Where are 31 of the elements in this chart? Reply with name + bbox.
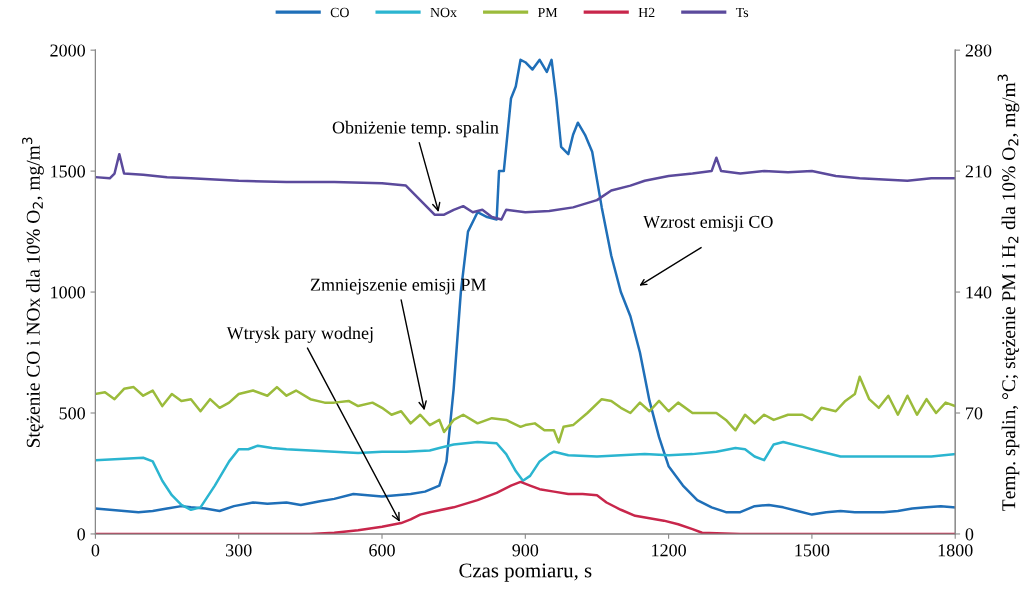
line-series xyxy=(95,375,956,444)
x-tick-label: 600 xyxy=(369,544,395,557)
y-tick-label: 2000 xyxy=(50,44,86,57)
legend-label: PM xyxy=(537,7,558,17)
line-series xyxy=(95,440,956,512)
legend-label: H2 xyxy=(638,7,655,17)
x-tick-label: 1200 xyxy=(652,544,686,557)
annotation: Wtrysk pary wodnej xyxy=(226,326,373,343)
y2-axis-title: Temp. spalin, °C; stężenie PM i H$_{2}$ dla 10% O$_{2}$, mg/m$^{3}$ xyxy=(997,74,1020,511)
x-axis-title: Czas pomiaru, s xyxy=(459,563,592,582)
y2-tick-label: 70 xyxy=(966,407,983,420)
x-tick-label: 900 xyxy=(512,544,539,557)
y-axis-title: Stężenie CO i NOx dla 10% O$_{2}$, mg/m$^{3}$ xyxy=(22,137,44,448)
y-tick-label: 0 xyxy=(77,528,86,541)
x-tick-label: 1800 xyxy=(938,544,973,557)
x-tick-label: 1500 xyxy=(795,544,830,557)
y2-tick-label: 280 xyxy=(965,44,992,57)
y2-tick-label: 0 xyxy=(965,528,974,541)
y-tick-label: 1500 xyxy=(51,165,86,178)
legend-label: NOx xyxy=(430,7,457,18)
y2-tick-label: 140 xyxy=(966,286,992,299)
annotation: Wzrost emisji CO xyxy=(643,215,773,232)
x-tick-label: 0 xyxy=(91,544,100,557)
legend-label: CO xyxy=(330,7,349,18)
x-tick-label: 300 xyxy=(226,544,252,557)
line-series xyxy=(95,58,956,516)
annotation: Obniżenie temp. spalin xyxy=(332,120,499,138)
y-tick-label: 1000 xyxy=(51,286,86,299)
legend-label: Ts xyxy=(735,7,749,18)
y-tick-label: 500 xyxy=(59,407,86,420)
y2-tick-label: 210 xyxy=(965,165,992,178)
